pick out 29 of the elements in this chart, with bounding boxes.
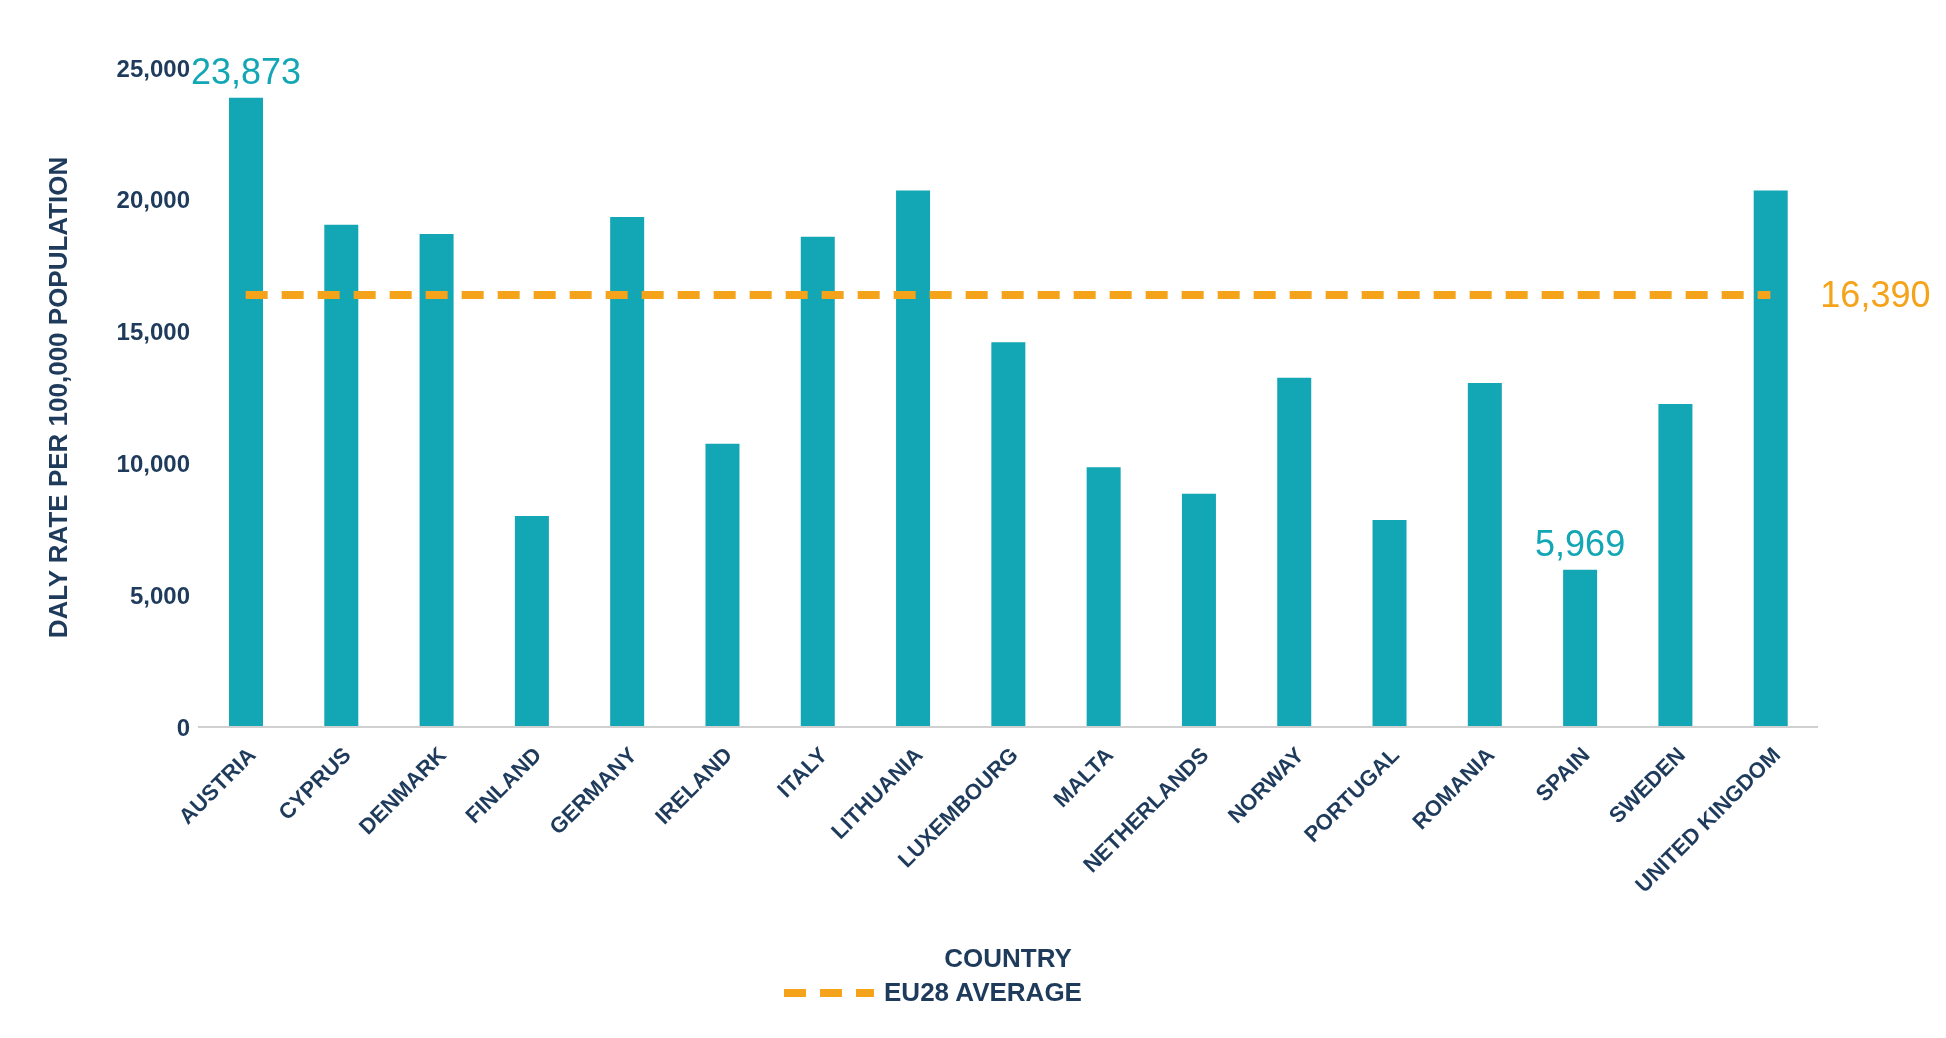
bar (1563, 569, 1598, 727)
y-tick-label: 20,000 (116, 186, 190, 214)
bar (229, 97, 263, 727)
data-label: 23,873 (190, 50, 302, 92)
bar (419, 234, 454, 727)
bar (610, 216, 645, 727)
x-axis-title: COUNTRY (944, 943, 1072, 973)
data-label: 5,969 (1535, 522, 1626, 564)
bar (1086, 467, 1121, 727)
bar (705, 443, 740, 727)
annotation: 16,390 (1820, 273, 1931, 315)
bar (1658, 404, 1693, 727)
y-tick-label: 0 (176, 713, 190, 741)
y-tick-label: 25,000 (116, 54, 190, 82)
y-tick-label: 15,000 (116, 318, 190, 346)
y-tick-label: 5,000 (129, 581, 190, 609)
bar (324, 224, 359, 727)
bar (514, 516, 549, 727)
bar (1181, 493, 1216, 727)
bar (896, 190, 931, 727)
bar (800, 236, 835, 727)
legend-label: EU28 AVERAGE (884, 977, 1082, 1008)
y-tick-label: 10,000 (116, 449, 190, 477)
y-axis-title: DALY RATE PER 100,000 POPULATION (43, 156, 74, 639)
bar (1372, 520, 1407, 727)
bar (1467, 383, 1502, 727)
bar (991, 342, 1026, 727)
bar (1753, 190, 1788, 727)
bar (1277, 377, 1312, 727)
